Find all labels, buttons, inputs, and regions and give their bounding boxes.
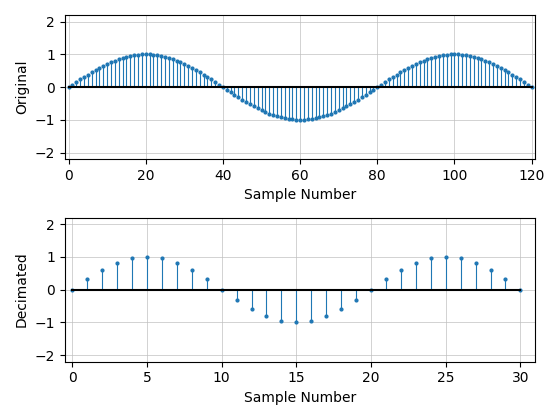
Y-axis label: Decimated: Decimated: [15, 252, 29, 328]
Y-axis label: Original: Original: [15, 60, 29, 114]
X-axis label: Sample Number: Sample Number: [244, 391, 356, 405]
X-axis label: Sample Number: Sample Number: [244, 189, 356, 202]
